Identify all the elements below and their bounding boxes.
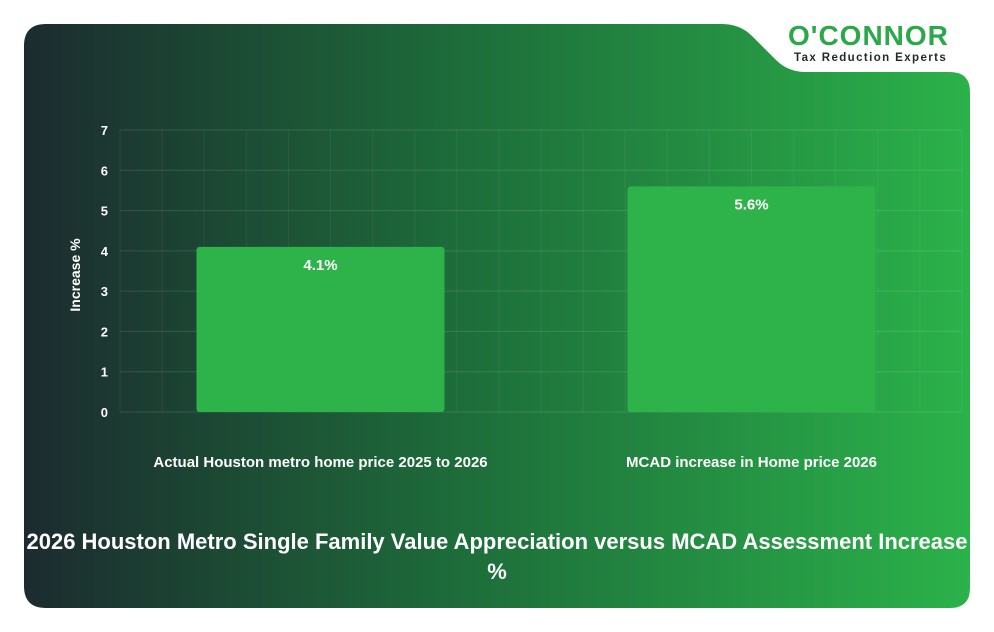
category-labels: Actual Houston metro home price 2025 to … [153,454,877,471]
y-tick-label: 5 [101,204,108,219]
y-axis-ticks: 0 1 2 3 4 5 6 7 [101,123,109,420]
bars [196,186,876,412]
bar [196,246,445,412]
y-tick-label: 2 [101,324,108,339]
logo-tagline: Tax Reduction Experts [794,52,948,64]
oconnor-logo: O'CONNOR Tax Reduction Experts [776,20,976,68]
y-tick-label: 7 [101,123,108,138]
bar-data-label: 5.6% [734,196,768,213]
y-tick-label: 6 [101,163,108,178]
y-axis-label: Increase % [67,238,83,312]
data-labels: 4.1% 5.6% [303,196,768,273]
chart-title: 2026 Houston Metro Single Family Value A… [26,529,968,584]
y-tick-label: 3 [101,284,108,299]
bar [627,186,876,412]
bar-data-label: 4.1% [303,257,337,274]
logo-wordmark: O'CONNOR [788,20,949,51]
category-label: MCAD increase in Home price 2026 [626,454,877,471]
y-tick-label: 1 [101,365,108,380]
y-tick-label: 0 [101,405,108,420]
y-tick-label: 4 [101,244,109,259]
category-label: Actual Houston metro home price 2025 to … [153,454,487,471]
